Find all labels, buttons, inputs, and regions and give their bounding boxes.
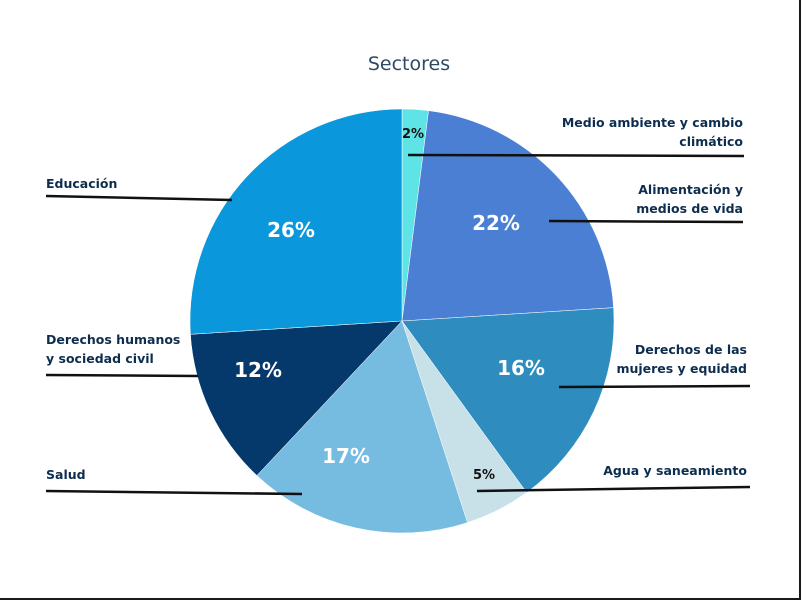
leader-line-agua-y-saneamiento bbox=[476, 485, 751, 493]
leader-line-alimentacion-y-medios-de-vida bbox=[548, 219, 744, 224]
pie-slice-educacion bbox=[189, 108, 403, 335]
leader-line-medio-ambiente-y-cambio-climatico bbox=[407, 153, 745, 158]
category-label-derechos-de-las-mujeres-y-equidad: Derechos de las mujeres y equidad bbox=[616, 342, 747, 376]
leader-line-derechos-humanos-y-sociedad-civil bbox=[45, 373, 199, 378]
category-label-educacion: Educación bbox=[46, 176, 117, 191]
chart-title: Sectores bbox=[368, 53, 450, 75]
percent-label-educacion: 26% bbox=[267, 218, 315, 242]
category-labels: Medio ambiente y cambio climático Alimenta… bbox=[46, 115, 747, 482]
leader-line-salud bbox=[45, 489, 303, 496]
leader-line-derechos-de-las-mujeres-y-equidad bbox=[558, 384, 751, 389]
percent-labels: 2% 22% 16% 5% 17% 12% 26% bbox=[234, 127, 545, 483]
pie-slice-salud bbox=[256, 320, 468, 534]
percent-label-agua-y-saneamiento: 5% bbox=[473, 468, 495, 483]
leader-lines bbox=[45, 153, 751, 496]
category-label-alimentacion-y-medios-de-vida: Alimentación y medios de vida bbox=[636, 182, 743, 216]
category-label-salud: Salud bbox=[46, 467, 86, 482]
pie-slice-derechos-de-las-mujeres-y-equidad bbox=[401, 307, 615, 493]
percent-label-medio-ambiente-y-cambio-climatico: 2% bbox=[402, 127, 424, 142]
leader-line-educacion bbox=[45, 194, 233, 202]
pie-slices bbox=[189, 108, 615, 534]
category-label-medio-ambiente-y-cambio-climatico: Medio ambiente y cambio climático bbox=[562, 115, 744, 149]
category-label-derechos-humanos-y-sociedad-civil: Derechos humanos y sociedad civil bbox=[46, 332, 180, 366]
percent-label-alimentacion-y-medios-de-vida: 22% bbox=[472, 211, 520, 235]
percent-label-derechos-de-las-mujeres-y-equidad: 16% bbox=[497, 356, 545, 380]
percent-label-salud: 17% bbox=[322, 444, 370, 468]
pie-slice-derechos-humanos-y-sociedad-civil bbox=[190, 320, 403, 476]
percent-label-derechos-humanos-y-sociedad-civil: 12% bbox=[234, 358, 282, 382]
pie-slice-alimentacion-y-medios-de-vida bbox=[401, 110, 614, 322]
category-label-agua-y-saneamiento: Agua y saneamiento bbox=[603, 463, 747, 478]
